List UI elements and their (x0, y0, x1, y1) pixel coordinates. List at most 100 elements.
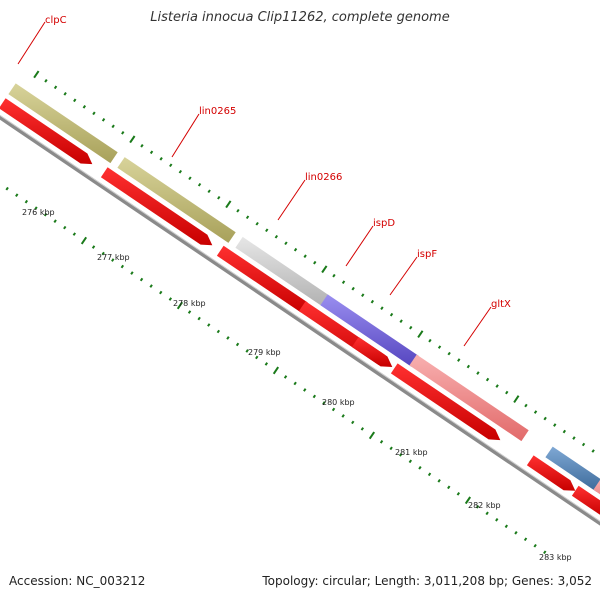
inner-tick (101, 251, 105, 256)
accession-text: Accession: NC_003212 (9, 574, 146, 588)
outer-tick (485, 377, 490, 382)
outer-tick (513, 395, 520, 403)
outer-tick (389, 312, 394, 317)
outer-tick (466, 364, 471, 369)
gene-label-ispd: ispD (373, 218, 395, 229)
feature-block-edge (593, 480, 600, 495)
inner-tick (312, 394, 317, 399)
outer-tick (111, 124, 115, 129)
inner-tick (293, 381, 297, 386)
cds-arrow-3 (216, 245, 313, 313)
outer-tick (370, 299, 375, 304)
outer-tick (82, 105, 87, 109)
cds-arrow-5 (351, 337, 391, 366)
outer-tick (217, 195, 221, 200)
inner-tick (235, 342, 240, 347)
leader-lin0265 (171, 113, 200, 158)
inner-tick (272, 366, 280, 375)
outer-tick (303, 254, 307, 258)
leader-ispd (345, 225, 374, 267)
inner-tick (63, 225, 67, 230)
outer-tick (553, 423, 557, 427)
gene-label-lin0265: lin0265 (199, 106, 236, 117)
tick-marks (5, 70, 595, 555)
outer-tick (129, 135, 136, 144)
feature-block-clpc (8, 83, 118, 164)
outer-tick (178, 169, 183, 174)
inner-tick (43, 212, 48, 217)
outer-tick (121, 131, 125, 135)
outer-tick (92, 111, 96, 116)
inner-tick (130, 271, 134, 275)
inner-tick (255, 355, 259, 360)
outer-tick (524, 403, 528, 408)
inner-tick (368, 431, 376, 440)
inner-tick (437, 479, 441, 483)
inner-tick (5, 186, 9, 191)
outer-tick (274, 234, 279, 239)
inner-tick (475, 505, 480, 509)
inner-tick (351, 420, 355, 425)
inner-tick (226, 336, 230, 340)
inner-tick (495, 518, 499, 522)
inner-tick (523, 537, 528, 542)
outer-tick (581, 442, 586, 447)
feature-block-lin0265 (117, 157, 236, 243)
inner-tick (485, 511, 489, 516)
inner-tick (80, 236, 88, 245)
tick-label-283: 283 kbp (539, 553, 572, 562)
outer-tick (63, 92, 67, 96)
outer-tick (33, 70, 40, 79)
inner-tick (24, 199, 29, 204)
cds-arrow-2 (100, 167, 213, 246)
feature-block-gltx (409, 354, 529, 442)
cds-arrow-1 (0, 98, 93, 165)
inner-tick (120, 264, 125, 269)
gene-label-gltx: gltX (491, 299, 511, 310)
gene-label-ispf: ispF (417, 249, 437, 260)
outer-tick (140, 144, 144, 148)
backbone-highlight (0, 114, 600, 522)
inner-tick (464, 496, 472, 505)
outer-tick (293, 247, 298, 252)
tick-label-282: 282 kbp (468, 501, 501, 510)
inner-tick (91, 245, 96, 249)
inner-tick (197, 316, 201, 321)
outer-tick (505, 390, 509, 395)
inner-tick (245, 349, 249, 353)
outer-tick (313, 260, 317, 265)
tick-label-278: 278 kbp (173, 299, 206, 308)
outer-tick (284, 241, 288, 246)
inner-tick (264, 362, 269, 366)
tick-label-277: 277 kbp (97, 253, 130, 262)
feature-block-track (8, 83, 600, 495)
inner-tick (543, 550, 547, 555)
outer-tick (495, 384, 499, 388)
map-title: Listeria innocua Clip11262, complete gen… (150, 10, 450, 25)
outer-tick (447, 351, 451, 356)
outer-tick (428, 338, 432, 343)
inner-tick (111, 258, 115, 262)
outer-tick (53, 85, 58, 90)
tick-label-276: 276 kbp (22, 208, 55, 217)
backbone-line (0, 114, 600, 526)
outer-tick (399, 319, 403, 323)
inner-tick (187, 310, 192, 314)
inner-tick (216, 329, 221, 334)
outer-tick (380, 306, 384, 310)
tick-label-281: 281 kbp (395, 448, 428, 457)
inner-tick (427, 472, 432, 477)
outer-tick (572, 436, 576, 440)
tick-label-280: 280 kbp (322, 398, 355, 407)
outer-tick (159, 157, 163, 161)
inner-tick (15, 193, 19, 197)
tick-label-279: 279 kbp (248, 348, 281, 357)
outer-tick (265, 228, 269, 233)
inner-tick (283, 375, 288, 379)
outer-tick (207, 189, 211, 194)
inner-tick (360, 427, 365, 431)
outer-tick (417, 330, 424, 338)
inner-tick (176, 301, 184, 310)
